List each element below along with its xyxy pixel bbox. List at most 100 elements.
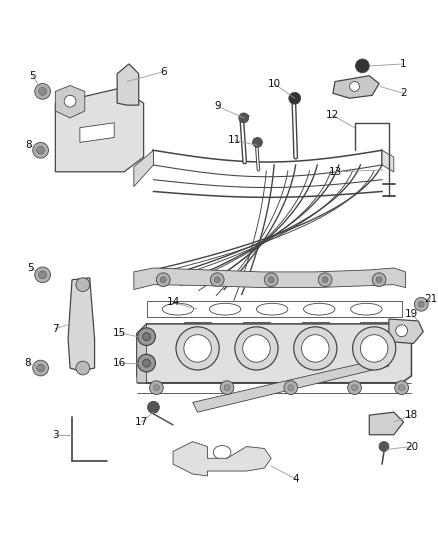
Ellipse shape bbox=[247, 450, 265, 464]
Circle shape bbox=[396, 325, 407, 337]
Circle shape bbox=[360, 335, 388, 362]
Circle shape bbox=[302, 335, 329, 362]
Circle shape bbox=[353, 327, 396, 370]
Text: 3: 3 bbox=[52, 430, 59, 440]
Circle shape bbox=[153, 385, 159, 391]
Text: 20: 20 bbox=[405, 441, 418, 451]
Ellipse shape bbox=[177, 451, 194, 465]
Circle shape bbox=[138, 354, 155, 372]
Circle shape bbox=[220, 381, 234, 394]
Text: 16: 16 bbox=[113, 358, 126, 368]
Circle shape bbox=[399, 385, 405, 391]
Text: 6: 6 bbox=[160, 67, 166, 77]
Text: 13: 13 bbox=[328, 167, 342, 177]
Ellipse shape bbox=[209, 303, 241, 315]
FancyBboxPatch shape bbox=[302, 322, 329, 332]
Polygon shape bbox=[134, 268, 406, 289]
Polygon shape bbox=[134, 150, 153, 187]
Text: 1: 1 bbox=[400, 59, 407, 69]
Circle shape bbox=[138, 328, 155, 345]
Text: 11: 11 bbox=[228, 135, 241, 146]
FancyBboxPatch shape bbox=[360, 322, 388, 332]
Circle shape bbox=[64, 95, 76, 107]
Circle shape bbox=[210, 273, 224, 287]
Circle shape bbox=[39, 271, 46, 279]
Polygon shape bbox=[137, 324, 411, 383]
Circle shape bbox=[322, 277, 328, 282]
Text: 9: 9 bbox=[214, 101, 220, 111]
Circle shape bbox=[156, 273, 170, 287]
Circle shape bbox=[356, 59, 369, 72]
Text: 14: 14 bbox=[166, 297, 180, 308]
Text: 8: 8 bbox=[25, 140, 32, 150]
Circle shape bbox=[76, 278, 90, 292]
Circle shape bbox=[33, 360, 49, 376]
FancyBboxPatch shape bbox=[184, 322, 211, 332]
Polygon shape bbox=[117, 64, 139, 105]
Polygon shape bbox=[55, 85, 85, 118]
Text: 12: 12 bbox=[325, 110, 339, 120]
FancyBboxPatch shape bbox=[243, 322, 270, 332]
Circle shape bbox=[149, 381, 163, 394]
Polygon shape bbox=[173, 442, 271, 476]
Circle shape bbox=[379, 442, 389, 451]
Circle shape bbox=[348, 381, 361, 394]
Circle shape bbox=[35, 267, 50, 282]
Ellipse shape bbox=[351, 303, 382, 315]
Text: 8: 8 bbox=[25, 358, 31, 368]
Text: 17: 17 bbox=[135, 417, 148, 427]
Polygon shape bbox=[68, 278, 95, 371]
Circle shape bbox=[264, 273, 278, 287]
Text: 4: 4 bbox=[293, 474, 299, 484]
Circle shape bbox=[39, 87, 46, 95]
Circle shape bbox=[239, 113, 249, 123]
Circle shape bbox=[268, 277, 274, 282]
Text: 15: 15 bbox=[113, 328, 126, 338]
Circle shape bbox=[235, 327, 278, 370]
Circle shape bbox=[288, 385, 294, 391]
Ellipse shape bbox=[257, 303, 288, 315]
Circle shape bbox=[253, 138, 262, 147]
Circle shape bbox=[372, 273, 386, 287]
Circle shape bbox=[143, 359, 151, 367]
Polygon shape bbox=[333, 76, 379, 98]
Polygon shape bbox=[137, 324, 147, 383]
Circle shape bbox=[350, 82, 360, 91]
Circle shape bbox=[214, 277, 220, 282]
Circle shape bbox=[148, 401, 159, 413]
Circle shape bbox=[37, 364, 45, 372]
Circle shape bbox=[35, 84, 50, 99]
Circle shape bbox=[376, 277, 382, 282]
Polygon shape bbox=[193, 358, 389, 412]
Circle shape bbox=[184, 335, 211, 362]
Text: 10: 10 bbox=[268, 78, 281, 88]
Circle shape bbox=[284, 381, 298, 394]
Ellipse shape bbox=[162, 303, 194, 315]
Circle shape bbox=[243, 335, 270, 362]
Circle shape bbox=[33, 142, 49, 158]
Polygon shape bbox=[369, 412, 403, 435]
Circle shape bbox=[418, 301, 424, 307]
Text: 2: 2 bbox=[400, 88, 407, 99]
Text: 19: 19 bbox=[405, 309, 418, 319]
Circle shape bbox=[176, 327, 219, 370]
Circle shape bbox=[37, 147, 45, 154]
Circle shape bbox=[395, 381, 409, 394]
Ellipse shape bbox=[304, 303, 335, 315]
Text: 5: 5 bbox=[28, 263, 34, 273]
Polygon shape bbox=[389, 319, 423, 343]
Circle shape bbox=[224, 385, 230, 391]
Text: 5: 5 bbox=[29, 71, 36, 80]
Circle shape bbox=[289, 92, 300, 104]
Circle shape bbox=[294, 327, 337, 370]
Circle shape bbox=[143, 333, 151, 341]
Circle shape bbox=[318, 273, 332, 287]
Polygon shape bbox=[80, 123, 114, 142]
Text: 21: 21 bbox=[424, 294, 438, 304]
Circle shape bbox=[76, 361, 90, 375]
Polygon shape bbox=[55, 88, 144, 172]
Polygon shape bbox=[382, 150, 394, 172]
Text: 7: 7 bbox=[52, 324, 59, 334]
Circle shape bbox=[352, 385, 357, 391]
Ellipse shape bbox=[213, 446, 231, 459]
